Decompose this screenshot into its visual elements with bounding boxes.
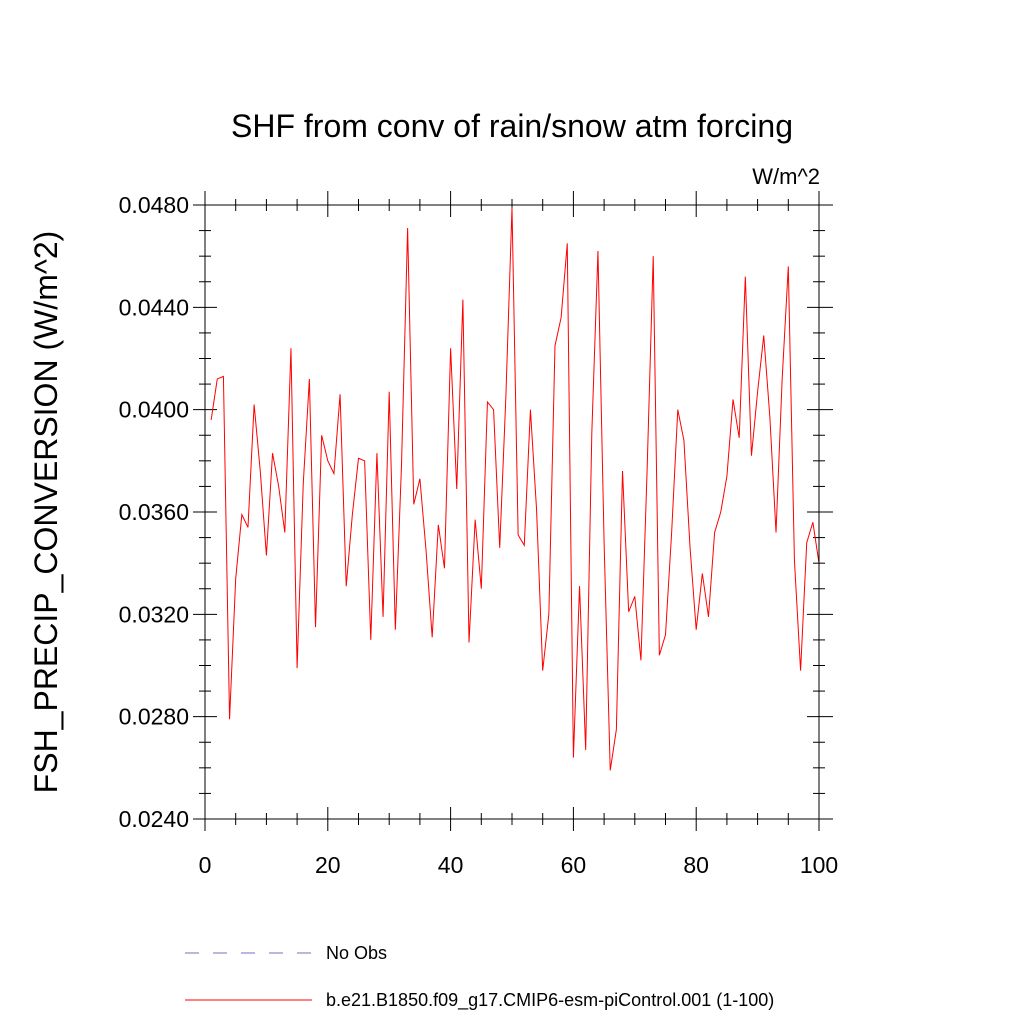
y-axis-label: FSH_PRECIP_CONVERSION (W/m^2) xyxy=(28,231,64,794)
legend: No Obs b.e21.B1850.f09_g17.CMIP6-esm-piCo… xyxy=(185,943,774,1011)
chart-units: W/m^2 xyxy=(752,164,820,189)
y-tick-label: 0.0280 xyxy=(119,704,189,730)
plot-frame xyxy=(204,204,820,820)
x-tick-labels: 0 20 40 60 80 100 xyxy=(199,852,839,878)
y-tick-label: 0.0480 xyxy=(119,192,189,218)
x-tick-label: 40 xyxy=(438,852,464,878)
series-line xyxy=(210,207,820,771)
y-tick-label: 0.0400 xyxy=(119,397,189,423)
x-tick-label: 60 xyxy=(561,852,587,878)
x-tick-label: 80 xyxy=(683,852,709,878)
y-tick-labels: 0.0240 0.0280 0.0320 0.0360 0.0400 0.0440 0.04… xyxy=(119,192,189,832)
x-tick-label: 20 xyxy=(315,852,341,878)
legend-label: b.e21.B1850.f09_g17.CMIP6-esm-piControl.… xyxy=(326,990,774,1011)
chart-title: SHF from conv of rain/snow atm forcing xyxy=(231,108,793,144)
y-tick-label: 0.0320 xyxy=(119,601,189,627)
series-group xyxy=(210,207,820,771)
y-tick-label: 0.0440 xyxy=(119,294,189,320)
legend-label: No Obs xyxy=(326,943,387,963)
x-tick-label: 100 xyxy=(800,852,838,878)
y-tick-label: 0.0240 xyxy=(119,806,189,832)
x-tick-label: 0 xyxy=(199,852,212,878)
y-tick-label: 0.0360 xyxy=(119,499,189,525)
minor-ticks xyxy=(199,199,825,825)
